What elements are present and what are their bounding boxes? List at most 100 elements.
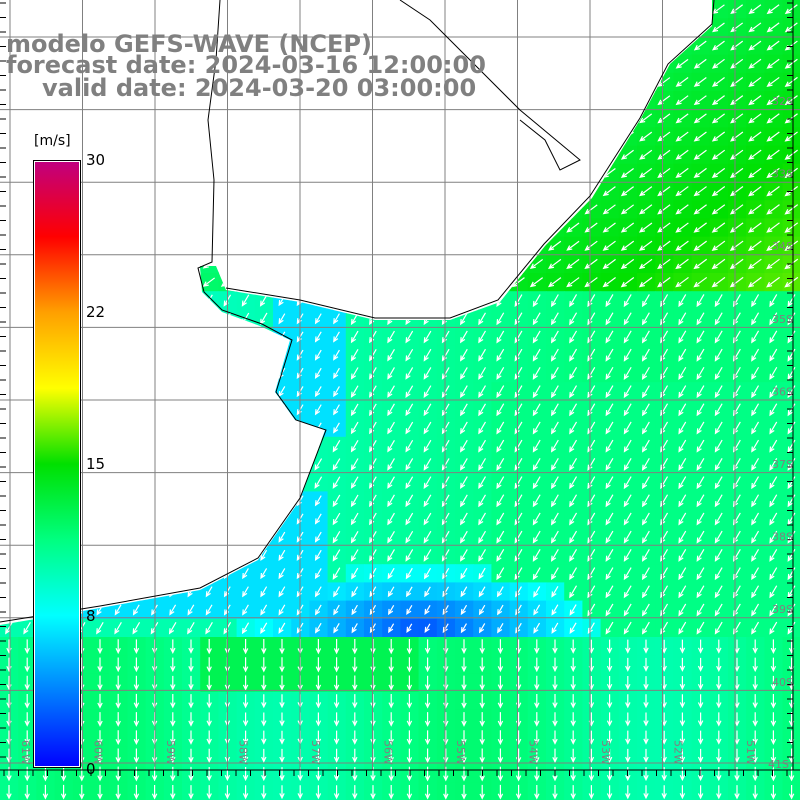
wind-arrow [184,204,197,214]
wind-arrow [423,294,432,307]
wind-arrow [534,784,540,800]
wind-arrow [461,784,467,800]
wind-speed-cell [618,72,638,92]
wind-speed-cell [0,527,19,547]
wind-arrow [566,4,579,14]
wind-arrow [184,113,197,123]
wind-arrow [442,604,449,616]
wind-arrow [187,403,195,416]
wind-arrow [748,40,762,51]
wind-speed-cell [655,36,674,56]
wind-speed-cell [273,0,292,19]
wind-arrow [569,458,578,471]
wind-arrow [493,113,507,124]
wind-arrow [133,639,140,655]
wind-arrow [169,531,177,543]
wind-arrow [569,421,578,435]
wind-arrow [387,439,395,453]
wind-arrow [605,403,614,417]
wind-arrow [657,258,671,270]
wind-speed-cell [200,109,219,128]
wind-arrow [587,385,596,399]
wind-arrow [24,712,30,727]
wind-arrow [675,149,689,160]
colorbar-tick: 30 [86,151,106,169]
wind-arrow [512,22,525,33]
wind-arrow [714,348,723,362]
wind-speed-cell [109,564,128,583]
wind-arrow [679,730,686,745]
wind-arrow [584,168,598,178]
wind-speed-cell [0,473,19,492]
wind-arrow [641,366,650,380]
wind-arrow [260,531,268,543]
wind-speed-cell [127,491,147,511]
wind-arrow [439,22,452,32]
wind-arrow [333,730,340,745]
wind-arrow [660,348,669,362]
latitude-label: 41S [768,758,789,771]
wind-arrow [550,421,559,435]
wind-arrow [623,603,632,617]
wind-speed-cell [91,400,110,420]
wind-speed-cell [91,127,110,147]
wind-arrow [605,458,614,471]
wind-arrow [552,748,558,764]
longitude-label: 52W [672,740,685,765]
wind-speed-cell [400,145,420,165]
wind-arrow [569,476,578,490]
wind-speed-cell [127,400,147,420]
wind-speed-cell [109,345,128,365]
wind-speed-cell [618,109,638,128]
wind-arrow [641,385,650,399]
wind-speed-cell [400,163,420,183]
wind-speed-cell [273,436,292,456]
wind-arrow [729,149,744,160]
wind-speed-cell [127,127,147,147]
wind-speed-cell [582,72,602,92]
wind-arrow [115,784,121,800]
wind-arrow [511,240,525,251]
wind-arrow [534,766,540,782]
wind-arrow [457,40,470,51]
wind-speed-cell [455,273,474,292]
wind-arrow [712,22,725,33]
wind-arrow [370,785,376,800]
wind-arrow [529,204,543,215]
wind-speed-cell [236,527,256,547]
wind-arrow [657,113,671,124]
wind-arrow [493,4,507,14]
wind-arrow [787,348,796,362]
wind-arrow [275,186,288,196]
wind-speed-cell [382,254,401,274]
wind-speed-cell [236,491,256,511]
wind-arrow [496,476,505,490]
wind-speed-cell [418,236,438,256]
wind-speed-cell [200,200,219,219]
wind-arrow [42,784,49,800]
wind-arrow [166,241,179,251]
wind-arrow [714,403,723,417]
wind-arrow [511,95,525,105]
wind-arrow [588,785,595,800]
wind-arrow [621,4,634,14]
wind-arrow [714,512,723,526]
wind-arrow [168,330,177,344]
wind-speed-cell [91,364,110,383]
wind-arrow [242,730,249,745]
wind-arrow [111,277,124,287]
wind-arrow [693,240,708,251]
wind-arrow [5,622,13,635]
wind-arrow [133,784,140,800]
wind-speed-cell [491,218,511,238]
wind-arrow [534,712,540,727]
wind-arrow [96,476,104,489]
wind-arrow [766,22,780,33]
wind-speed-cell [163,127,183,147]
wind-arrow [187,568,195,580]
wind-arrow [24,784,30,800]
wind-arrow [188,657,194,673]
wind-arrow [479,748,485,764]
wind-arrow [170,712,176,727]
wind-arrow [350,421,359,435]
